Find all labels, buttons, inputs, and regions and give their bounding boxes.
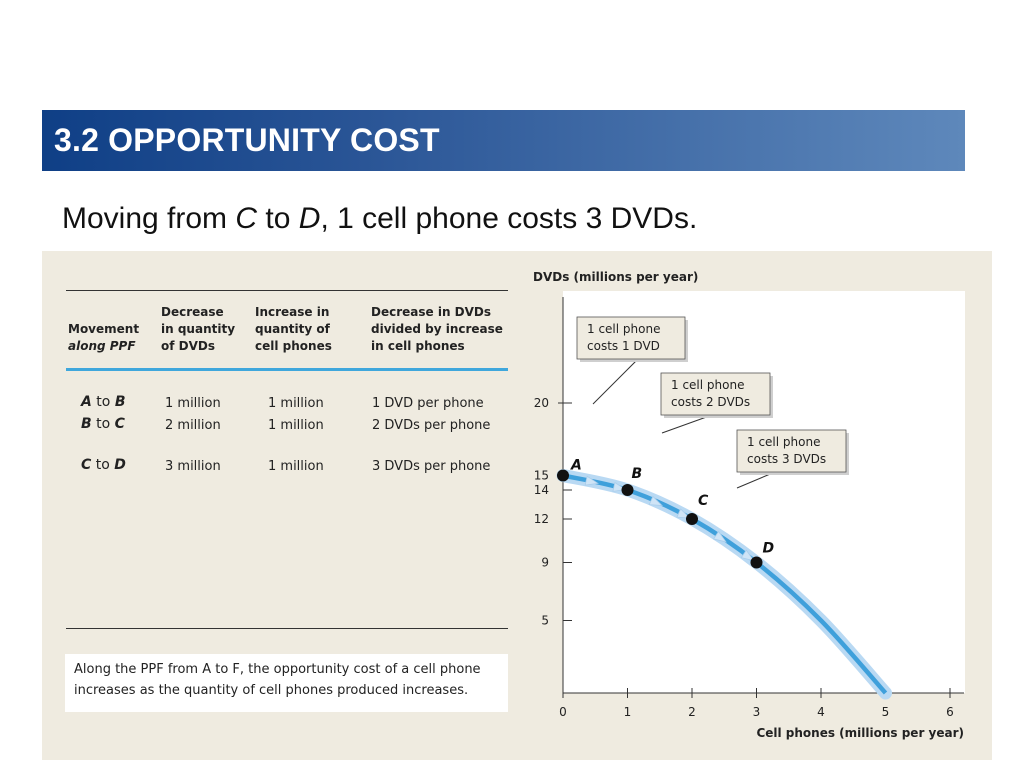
ppf-point-label: B <box>632 466 643 482</box>
header-ratio-line1: Decrease in DVDs <box>371 305 492 319</box>
header-ratio: Decrease in DVDs divided by increase in … <box>371 304 503 355</box>
annotation-text: costs 3 DVDs <box>747 452 826 466</box>
ppf-curve-layer <box>556 469 892 700</box>
row-to: B <box>114 394 126 410</box>
table-top-rule <box>66 290 508 291</box>
chart-axes <box>562 297 964 694</box>
ppf-points: A B C D <box>557 458 774 569</box>
table-row-movement: B to C <box>81 416 125 432</box>
annotation-text: costs 1 DVD <box>587 339 660 353</box>
annotation-box <box>660 372 771 416</box>
ppf-point <box>686 513 698 525</box>
ppf-point-label: A <box>570 458 582 474</box>
annotation-leader-line <box>592 358 639 405</box>
title-bar: 3.2 OPPORTUNITY COST <box>42 110 965 171</box>
table-cell-ratio: 1 DVD per phone <box>372 396 484 411</box>
x-tick-label: 2 <box>688 705 696 719</box>
table-cell-increase: 1 million <box>268 396 324 411</box>
table-cell-ratio: 2 DVDs per phone <box>372 418 491 433</box>
ppf-point <box>557 469 569 482</box>
header-movement-line1: Movement <box>68 322 140 336</box>
movement-arrowhead <box>584 475 599 486</box>
table-cell-decrease: 2 million <box>165 418 221 433</box>
row-to: D <box>114 457 126 473</box>
header-ratio-line2: divided by increase <box>371 322 503 336</box>
ppf-point-label: C <box>698 493 709 509</box>
y-tick-label: 9 <box>541 556 549 570</box>
table-row-movement: A to B <box>81 394 125 410</box>
subtitle-mid: to <box>257 202 299 235</box>
movement-arrowhead <box>648 495 664 506</box>
y-tick-label: 14 <box>534 483 549 497</box>
annotation-box <box>736 429 847 473</box>
header-ratio-line3: in cell phones <box>371 339 465 353</box>
ppf-curve <box>562 473 888 695</box>
subtitle-from: C <box>235 202 258 235</box>
table-cell-decrease: 1 million <box>165 396 221 411</box>
annotations: 1 cell phone costs 1 DVD 1 cell phone costs… <box>576 316 849 489</box>
y-tick-label: 20 <box>534 396 549 410</box>
row-to: C <box>114 416 125 432</box>
caption-box: Along the PPF from A to F, the opportuni… <box>65 654 508 712</box>
movement-arrowhead <box>676 508 691 519</box>
row-from: B <box>81 416 92 432</box>
movement-arrowhead <box>740 549 755 562</box>
x-tick-label: 0 <box>559 705 567 719</box>
row-from: A <box>81 394 92 410</box>
header-inc-line3: cell phones <box>255 339 332 353</box>
row-joiner: to <box>95 457 110 473</box>
page-title: 3.2 OPPORTUNITY COST <box>54 122 440 158</box>
ppf-point <box>621 484 634 496</box>
x-axis-label: Cell phones (millions per year) <box>756 726 964 740</box>
movement-arrows <box>584 475 755 562</box>
header-dec-line2: in quantity <box>161 322 236 336</box>
x-tick-label: 5 <box>882 705 890 719</box>
table-header-rule <box>66 368 508 371</box>
x-tick-label: 4 <box>817 705 825 719</box>
table-cell-increase: 1 million <box>268 459 324 474</box>
annotation-box <box>576 316 686 360</box>
x-tick-label: 1 <box>624 705 632 719</box>
annotation-text: 1 cell phone <box>671 378 744 392</box>
ppf-point-label: D <box>763 541 775 557</box>
table-cell-ratio: 3 DVDs per phone <box>372 459 491 474</box>
annotation-text: 1 cell phone <box>587 322 660 336</box>
subtitle-to: D <box>298 202 321 235</box>
header-inc-line2: quantity of <box>255 322 330 336</box>
row-from: C <box>81 457 92 473</box>
header-increase-phones: Increase in quantity of cell phones <box>255 304 332 355</box>
header-movement: Movement along PPF <box>68 321 139 355</box>
x-tick-label: 6 <box>946 705 954 719</box>
slide-subtitle: Moving from C to D, 1 cell phone costs 3… <box>62 202 697 236</box>
table-row-movement: C to D <box>81 457 126 473</box>
movement-arrowhead <box>712 530 727 543</box>
header-decrease-dvds: Decrease in quantity of DVDs <box>161 304 235 355</box>
y-tick-label: 12 <box>534 512 549 526</box>
row-joiner: to <box>96 394 111 410</box>
subtitle-post: , 1 cell phone costs 3 DVDs. <box>320 202 698 235</box>
header-dec-line3: of DVDs <box>161 339 215 353</box>
subtitle-pre: Moving from <box>62 202 236 235</box>
header-inc-line1: Increase in <box>255 305 330 319</box>
ppf-curve-glow <box>556 469 892 700</box>
table-cell-decrease: 3 million <box>165 459 221 474</box>
annotation-text: 1 cell phone <box>747 435 820 449</box>
y-tick-label: 5 <box>541 614 549 628</box>
x-tick-label: 3 <box>753 705 761 719</box>
ppf-point <box>750 556 763 569</box>
row-joiner: to <box>96 416 111 432</box>
header-movement-line2: along PPF <box>68 338 139 355</box>
y-tick-label: 15 <box>534 469 549 483</box>
header-movement-ppf: along PPF <box>68 339 136 353</box>
annotation-text: costs 2 DVDs <box>671 395 750 409</box>
header-dec-line1: Decrease <box>161 305 224 319</box>
caption-text: Along the PPF from A to F, the opportuni… <box>74 662 481 698</box>
y-axis-label: DVDs (millions per year) <box>533 270 698 284</box>
table-cell-increase: 1 million <box>268 418 324 433</box>
table-bottom-rule <box>66 628 508 629</box>
